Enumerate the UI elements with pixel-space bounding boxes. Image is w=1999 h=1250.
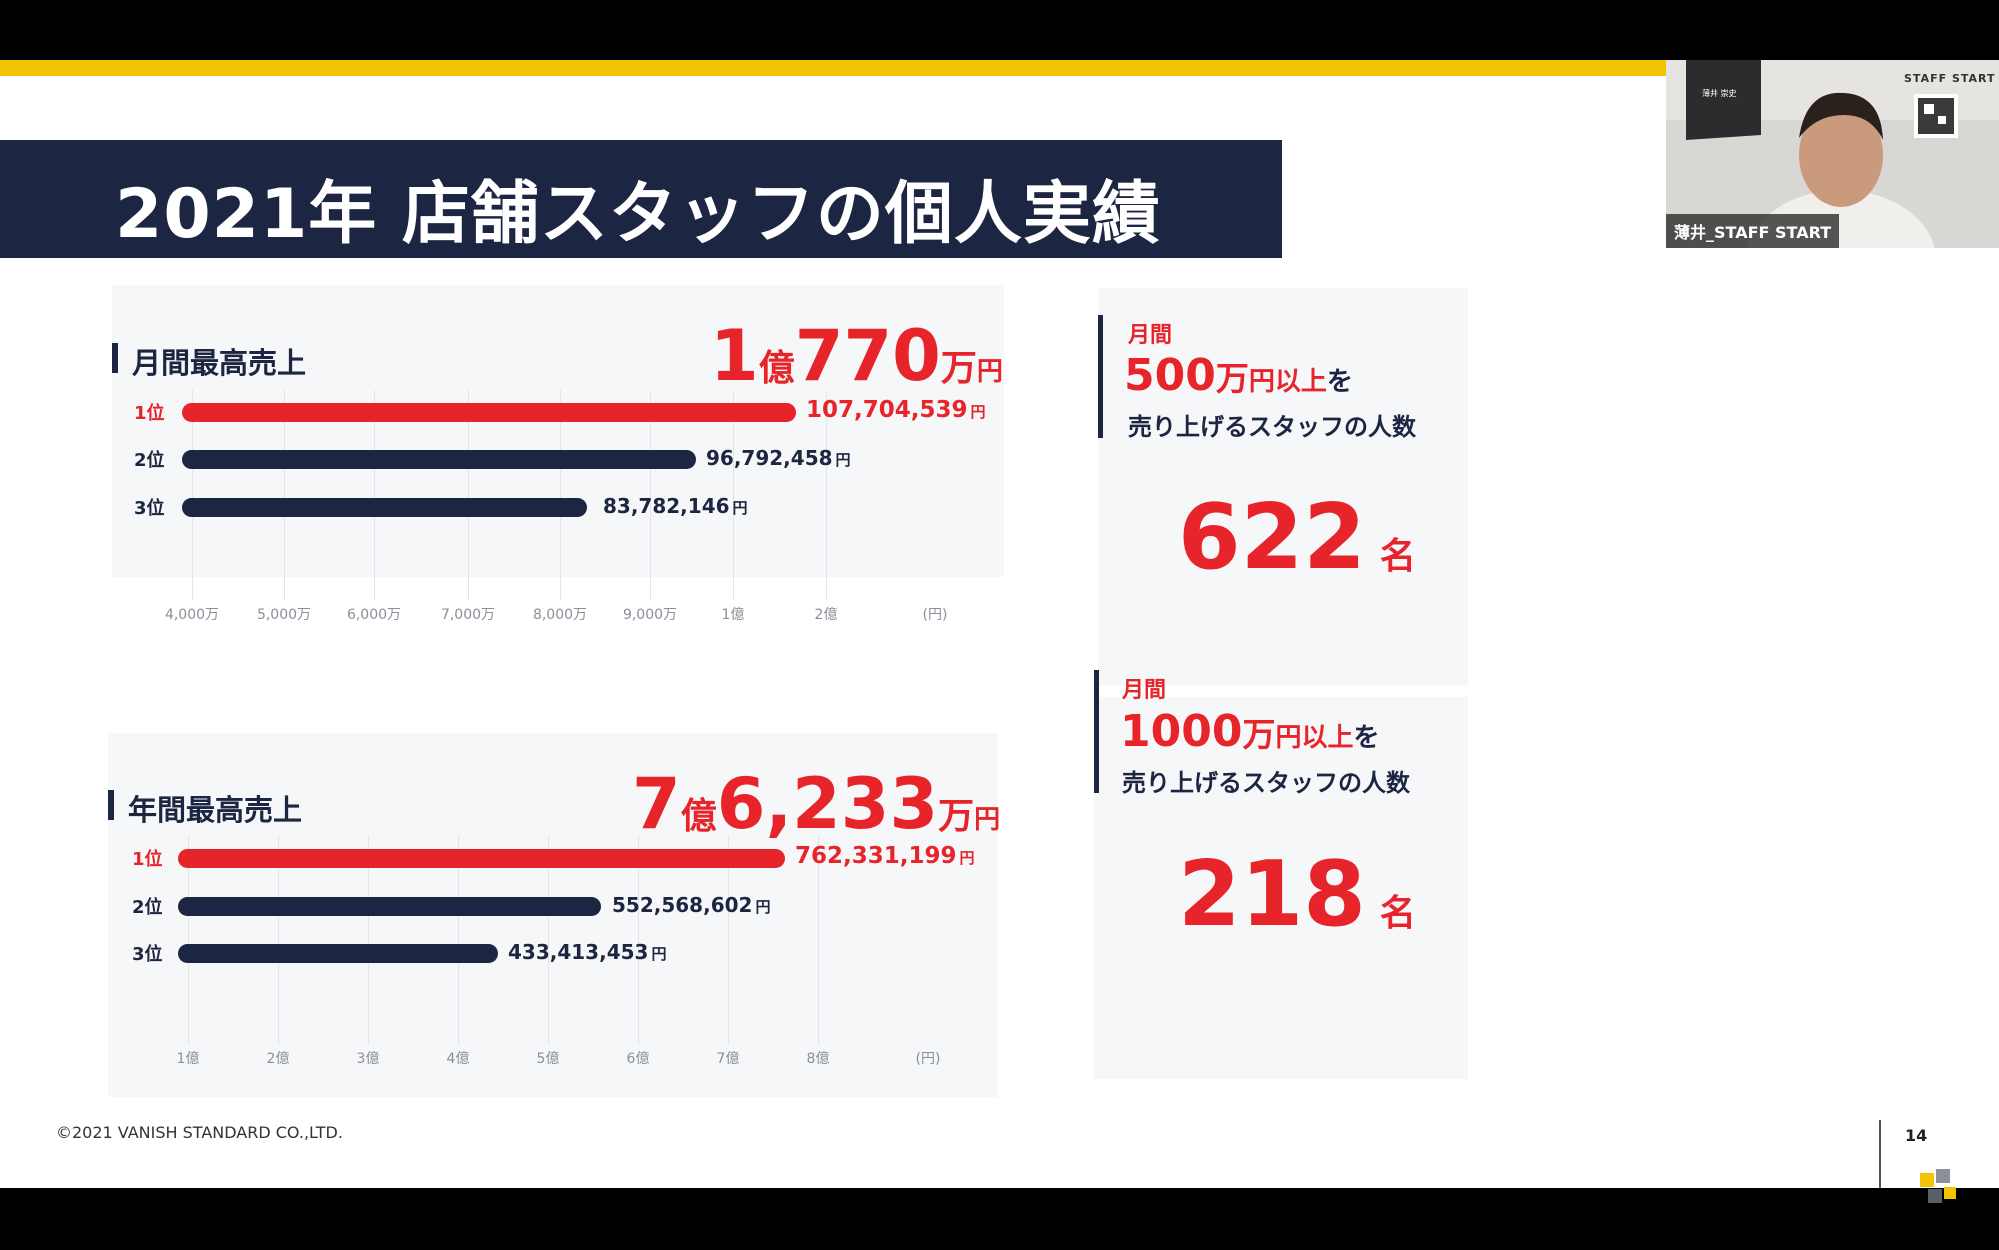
stat-card-500-threshold: 500万円以上を	[1124, 350, 1353, 401]
monthly-gridline	[826, 390, 827, 600]
monthly-gridline	[650, 390, 651, 600]
stat-card-1000-threshold: 1000万円以上を	[1120, 706, 1380, 757]
stat-card-1000-count: 218 名	[1178, 842, 1416, 947]
stat-card-500-period: 月間	[1128, 323, 1173, 348]
monthly-rank-3-value: 83,782,146 円	[603, 494, 748, 518]
page-number: 14	[1905, 1126, 1928, 1145]
webcam-video-tile[interactable]: STAFF START 薄井 崇史 薄井_STAFF START	[1666, 60, 1999, 248]
monthly-axis-tick: 4,000万	[164, 607, 220, 623]
monthly-axis-tick: 8,000万	[532, 607, 588, 623]
monthly-axis-tick: 6,000万	[346, 607, 402, 623]
annual-axis-tick: 6億	[626, 1051, 650, 1067]
top-accent-stripe	[0, 60, 1670, 76]
monthly-gridline	[192, 390, 193, 600]
monthly-rank-3-label: 3位	[134, 498, 165, 519]
monthly-axis-tick: 7,000万	[440, 607, 496, 623]
app-logo-icon	[1920, 1169, 1956, 1203]
monthly-sales-panel	[112, 285, 1004, 577]
stat-card-1000-subtitle: 売り上げるスタッフの人数	[1122, 769, 1410, 797]
stat-card-1000-accent	[1094, 670, 1099, 793]
annual-rank-3-label: 3位	[132, 944, 163, 965]
monthly-gridline	[468, 390, 469, 600]
monthly-bar-rank-3	[182, 498, 587, 517]
annual-axis-tick: 1億	[176, 1051, 200, 1067]
footer-divider	[1879, 1120, 1881, 1188]
monthly-axis-tick: 2億	[814, 607, 838, 623]
annual-rank-1-label: 1位	[132, 849, 163, 870]
monthly-headline-value: 1億770万円	[710, 315, 1003, 397]
stat-card-1000	[1094, 697, 1468, 1079]
annual-bar-rank-3	[178, 944, 498, 963]
title-band: 2021年 店舗スタッフの個人実績	[0, 140, 1282, 258]
annual-gridline	[188, 835, 189, 1045]
stat-card-500	[1098, 288, 1468, 686]
monthly-gridline	[733, 390, 734, 600]
slide-title: 2021年 店舗スタッフの個人実績	[115, 175, 1161, 254]
annual-gridline	[638, 835, 639, 1045]
monthly-heading-accent	[112, 343, 118, 373]
annual-gridline	[458, 835, 459, 1045]
annual-gridline	[728, 835, 729, 1045]
monthly-axis-tick: 1億	[721, 607, 745, 623]
annual-rank-1-value: 762,331,199 円	[795, 843, 975, 869]
annual-rank-2-value: 552,568,602 円	[612, 893, 771, 917]
annual-axis-tick: 2億	[266, 1051, 290, 1067]
webcam-backdrop-text: STAFF START	[1904, 72, 1996, 85]
annual-gridline	[818, 835, 819, 1045]
monthly-heading: 月間最高売上	[132, 346, 307, 380]
webcam-participant-name: 薄井_STAFF START	[1666, 214, 1840, 248]
annual-axis-tick: (円)	[915, 1051, 941, 1067]
annual-heading: 年間最高売上	[128, 793, 303, 827]
monthly-bar-rank-1	[182, 403, 796, 422]
annual-axis-tick: 4億	[446, 1051, 470, 1067]
annual-gridline	[548, 835, 549, 1045]
monthly-bar-rank-2	[182, 450, 696, 469]
monthly-gridline	[284, 390, 285, 600]
monthly-axis-tick: 5,000万	[256, 607, 312, 623]
monthly-gridline	[560, 390, 561, 600]
stat-card-500-subtitle: 売り上げるスタッフの人数	[1128, 413, 1416, 441]
footer-copyright: ©2021 VANISH STANDARD CO.,LTD.	[56, 1123, 343, 1142]
presentation-slide: 2021年 店舗スタッフの個人実績 月間最高売上 1億770万円 1位 107,…	[0, 60, 1999, 1188]
annual-gridline	[278, 835, 279, 1045]
stat-card-500-accent	[1098, 315, 1103, 438]
annual-gridline	[368, 835, 369, 1045]
monthly-rank-1-label: 1位	[134, 403, 165, 424]
monthly-rank-2-label: 2位	[134, 450, 165, 471]
stat-card-500-count: 622 名	[1178, 485, 1416, 590]
annual-rank-2-label: 2位	[132, 897, 163, 918]
annual-bar-rank-2	[178, 897, 601, 916]
webcam-badge-name: 薄井 崇史	[1702, 89, 1737, 98]
annual-rank-3-value: 433,413,453 円	[508, 940, 667, 964]
stat-card-1000-period: 月間	[1122, 678, 1167, 703]
monthly-gridline	[374, 390, 375, 600]
monthly-axis-tick: (円)	[922, 607, 948, 623]
monthly-axis-tick: 9,000万	[622, 607, 678, 623]
annual-axis-tick: 3億	[356, 1051, 380, 1067]
monthly-rank-2-value: 96,792,458 円	[706, 446, 851, 470]
annual-axis-tick: 8億	[806, 1051, 830, 1067]
annual-heading-accent	[108, 790, 114, 820]
annual-axis-tick: 5億	[536, 1051, 560, 1067]
annual-axis-tick: 7億	[716, 1051, 740, 1067]
monthly-rank-1-value: 107,704,539 円	[806, 397, 986, 423]
annual-bar-rank-1	[178, 849, 785, 868]
annual-headline-value: 7億6,233万円	[632, 763, 1001, 845]
